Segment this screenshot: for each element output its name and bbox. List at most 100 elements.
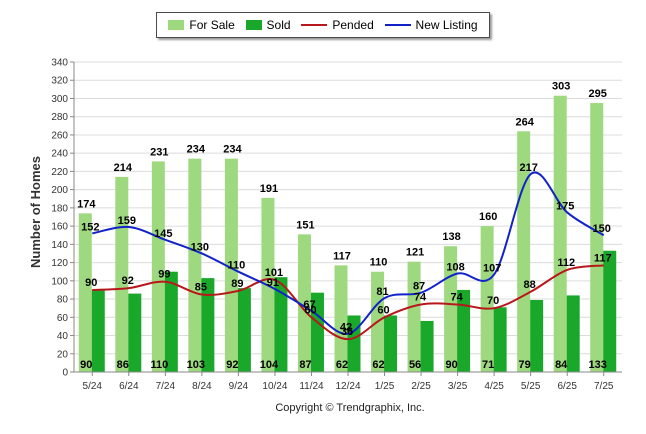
label-sold: 133 <box>589 359 607 371</box>
y-tick-label: 140 <box>51 240 68 251</box>
bar-sold <box>128 293 142 372</box>
label-for-sale: 160 <box>479 211 497 223</box>
bar-for-sale <box>297 234 311 372</box>
bar-for-sale <box>407 261 421 372</box>
label-for-sale: 295 <box>589 88 607 100</box>
label-pended: 60 <box>304 304 316 316</box>
y-tick-label: 60 <box>57 313 69 324</box>
x-tick-label: 8/24 <box>192 381 212 392</box>
label-sold: 87 <box>299 359 311 371</box>
label-for-sale: 234 <box>187 144 206 156</box>
x-tick-label: 5/24 <box>83 381 103 392</box>
bar-for-sale <box>517 131 531 372</box>
label-new-listing: 108 <box>446 262 464 274</box>
bar-sold <box>201 278 215 372</box>
y-tick-label: 200 <box>51 185 68 196</box>
label-pended: 112 <box>557 257 575 269</box>
x-axis: 5/24 6/24 7/24 8/24 9/24 10/24 11/24 12/24 1/25 2… <box>74 371 622 392</box>
x-tick-label: 1/25 <box>375 381 395 392</box>
bar-sold <box>384 315 398 372</box>
legend-item-pended: Pended <box>301 18 374 32</box>
bar-sold <box>603 250 617 372</box>
bar-for-sale <box>553 95 567 372</box>
label-for-sale: 234 <box>223 144 242 156</box>
y-tick-label: 120 <box>51 258 68 269</box>
label-for-sale: 191 <box>260 183 278 195</box>
y-tick-label: 280 <box>51 112 68 123</box>
data-labels: 174 90 90 152 214 86 92 159 231 110 99 145 234 103 85 1… <box>77 81 612 371</box>
y-tick-label: 260 <box>51 130 68 141</box>
label-pended: 101 <box>265 267 283 279</box>
label-for-sale: 121 <box>406 247 424 259</box>
bar-sold <box>91 289 105 372</box>
label-for-sale: 151 <box>296 219 314 231</box>
legend-item-sold: Sold <box>245 18 291 32</box>
label-pended: 88 <box>524 279 536 291</box>
y-tick-label: 100 <box>51 276 68 287</box>
label-pended: 74 <box>414 292 427 304</box>
bar-sold <box>164 271 178 372</box>
y-tick-label: 160 <box>51 222 68 233</box>
bar-sold <box>566 295 580 372</box>
legend-swatch-sold <box>245 20 262 30</box>
legend-label-sold: Sold <box>266 18 291 32</box>
bar-for-sale <box>188 158 202 372</box>
bar-for-sale <box>224 158 238 372</box>
legend-swatch-new-listing <box>384 24 411 26</box>
y-axis-label: Number of Homes <box>28 156 43 268</box>
label-pended: 90 <box>85 277 97 289</box>
y-tick-label: 80 <box>57 295 69 306</box>
bar-sold <box>420 320 434 372</box>
label-sold: 110 <box>150 359 168 371</box>
label-new-listing: 159 <box>118 215 136 227</box>
label-new-listing: 217 <box>519 162 537 174</box>
label-sold: 62 <box>372 359 384 371</box>
label-new-listing: 110 <box>228 260 246 272</box>
bar-for-sale <box>78 213 92 372</box>
x-tick-label: 10/24 <box>262 381 287 392</box>
y-tick-label: 320 <box>51 76 68 87</box>
label-pended: 70 <box>487 295 499 307</box>
label-for-sale: 110 <box>370 257 388 269</box>
label-new-listing: 150 <box>593 223 611 235</box>
label-sold: 62 <box>336 359 348 371</box>
label-pended: 89 <box>231 278 243 290</box>
bar-sold <box>493 307 507 372</box>
label-new-listing: 152 <box>81 221 99 233</box>
bar-sold <box>237 288 251 372</box>
y-tick-label: 40 <box>57 331 69 342</box>
line-pended <box>92 264 604 341</box>
label-pended: 74 <box>450 292 463 304</box>
bar-for-sale <box>115 176 129 372</box>
x-tick-label: 2/25 <box>411 381 431 392</box>
y-tick-label: 340 <box>51 58 68 69</box>
label-pended: 60 <box>377 304 389 316</box>
x-tick-label: 11/24 <box>299 381 324 392</box>
label-pended: 36 <box>341 326 353 338</box>
legend-item-for-sale: For Sale <box>168 18 235 32</box>
line-new-listing <box>92 171 605 335</box>
label-for-sale: 138 <box>442 231 460 243</box>
bar-for-sale <box>590 103 604 372</box>
label-sold: 103 <box>187 359 205 371</box>
label-new-listing: 67 <box>303 299 315 311</box>
y-tick-label: 180 <box>51 203 68 214</box>
bar-for-sale <box>334 265 348 372</box>
legend-label-pended: Pended <box>332 18 374 32</box>
label-new-listing: 91 <box>267 277 279 289</box>
label-new-listing: 42 <box>340 322 352 334</box>
label-sold: 79 <box>519 359 531 371</box>
x-tick-label: 4/25 <box>484 381 504 392</box>
label-new-listing: 130 <box>191 241 209 253</box>
bar-for-sale <box>480 226 494 372</box>
label-new-listing: 107 <box>483 262 501 274</box>
label-for-sale: 264 <box>515 116 534 128</box>
x-tick-label: 3/25 <box>448 381 468 392</box>
label-sold: 104 <box>260 359 279 371</box>
label-for-sale: 174 <box>77 198 96 210</box>
y-tick-label: 220 <box>51 167 68 178</box>
x-tick-label: 6/25 <box>557 381 577 392</box>
y-axis: 0 20 40 60 80 100 120 140 160 180 200 220 240 260 280 3… <box>51 58 75 379</box>
x-tick-label: 7/25 <box>594 381 614 392</box>
bars <box>78 95 617 372</box>
